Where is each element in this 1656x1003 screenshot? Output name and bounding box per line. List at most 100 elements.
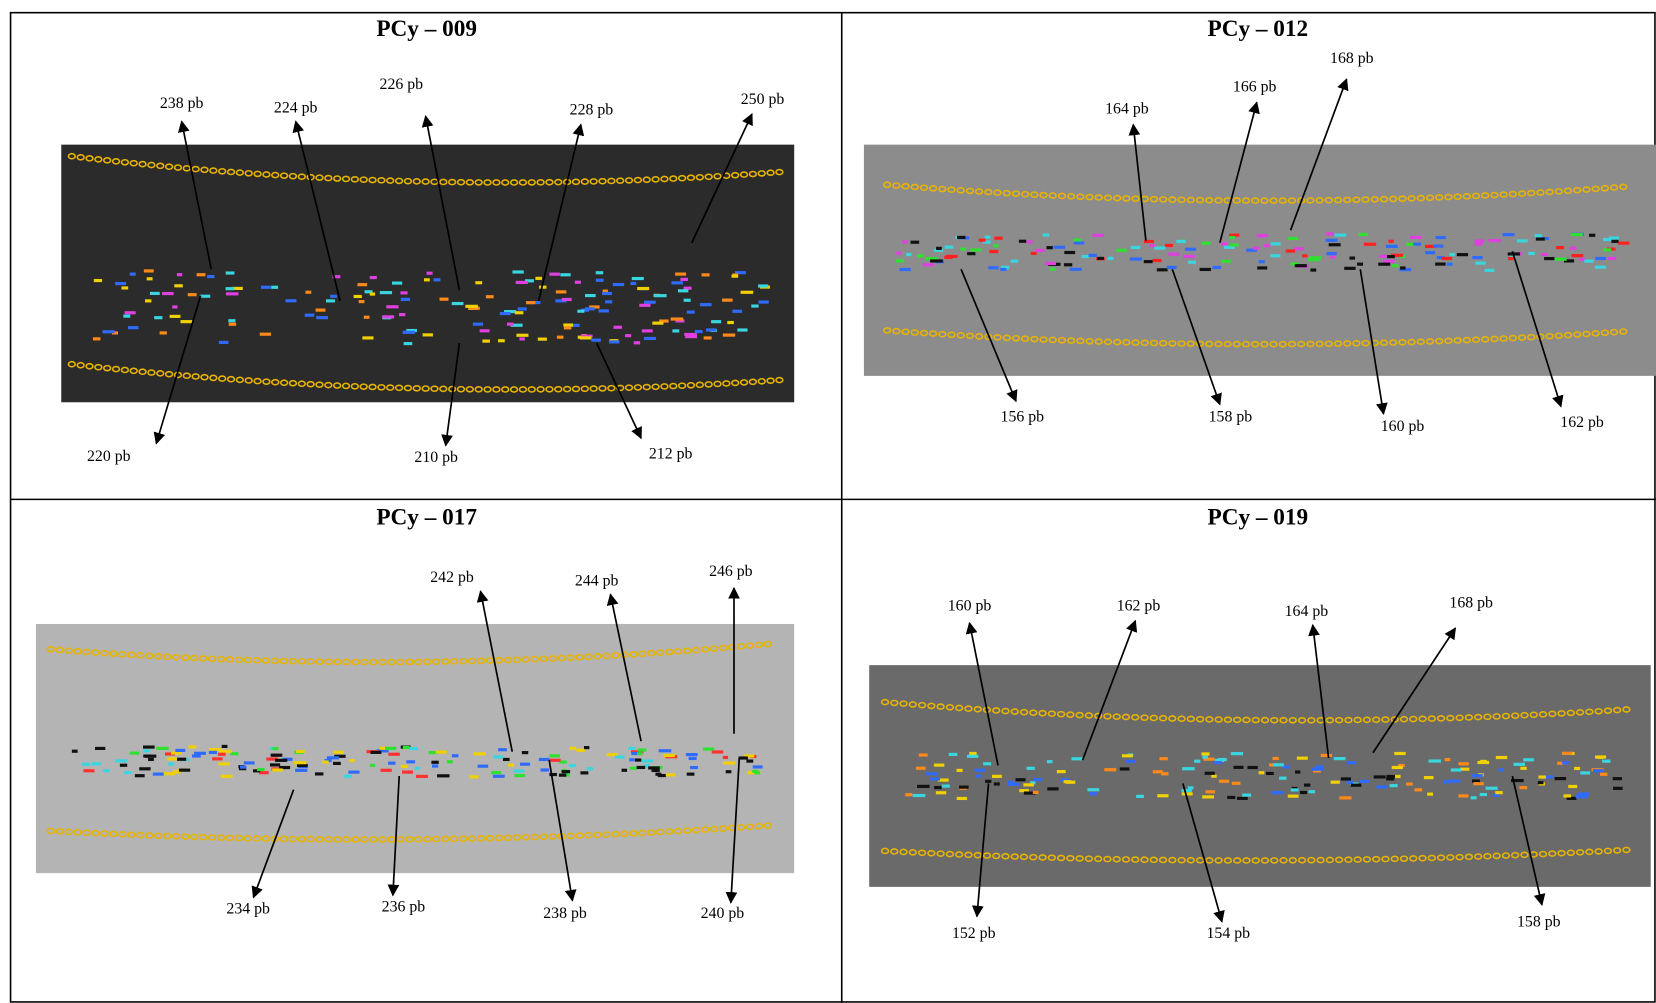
allele-peak — [1182, 767, 1195, 771]
ladder-peak — [55, 828, 64, 835]
allele-peak — [1205, 790, 1216, 794]
ladder-peak — [465, 385, 475, 393]
ladder-peak — [1573, 186, 1582, 194]
ladder-peak — [1241, 340, 1251, 348]
ladder-peak — [218, 375, 227, 382]
allele-peak — [513, 769, 525, 773]
arrow — [1511, 775, 1546, 906]
ladder-peak — [1002, 189, 1011, 197]
allele-peak — [1544, 257, 1555, 261]
ladder-peak — [189, 833, 199, 841]
ladder-peak — [262, 378, 271, 385]
allele-peak — [1159, 757, 1168, 761]
ladder-peak — [147, 369, 156, 376]
allele-peak — [435, 750, 447, 754]
ladder-peak — [695, 173, 704, 181]
ladder-peak — [945, 850, 955, 858]
ladder-peak — [1471, 336, 1481, 344]
allele-peak — [176, 273, 183, 277]
allele-peak — [699, 303, 712, 307]
allele-peak — [978, 238, 986, 242]
ladder-peak — [1251, 716, 1260, 724]
allele-peak — [514, 773, 526, 778]
ladder-peak — [324, 174, 333, 182]
allele-peak — [1427, 792, 1434, 796]
ladder-peak — [993, 189, 1002, 196]
allele-peak — [491, 771, 502, 775]
allele-peak — [1097, 256, 1104, 260]
allele-peak — [1449, 252, 1455, 257]
allele-peak — [1592, 769, 1604, 773]
ladder-peak — [512, 656, 521, 664]
ladder-peak — [1103, 712, 1112, 720]
allele-peak — [752, 765, 763, 769]
allele-peak — [734, 271, 746, 275]
ladder-peak — [394, 177, 404, 185]
allele-peak — [993, 244, 999, 248]
allele-peak — [621, 768, 628, 772]
ladder-peak — [1113, 338, 1122, 346]
allele-peak — [1538, 775, 1546, 779]
ladder-peak — [607, 384, 616, 392]
ladder-peak — [164, 370, 174, 378]
size-label: 220 pb — [87, 448, 131, 465]
allele-peak — [727, 320, 734, 325]
ladder-peak — [1159, 339, 1168, 347]
allele-peak — [1242, 793, 1252, 797]
ladder-peak — [1381, 855, 1390, 863]
ladder-peak — [485, 657, 495, 664]
ladder-peak — [1122, 195, 1131, 202]
allele-peak — [1227, 795, 1236, 800]
ladder-peak — [1557, 710, 1566, 717]
allele-peak — [400, 297, 411, 301]
ladder-peak — [1499, 191, 1508, 198]
allele-peak — [1229, 235, 1236, 240]
ladder-peak — [503, 834, 513, 842]
ladder-peak — [974, 333, 984, 340]
arrow — [153, 295, 202, 445]
ladder-peak — [917, 849, 927, 857]
ladder-peak — [1527, 189, 1536, 197]
allele-peak — [187, 293, 197, 297]
allele-peak — [993, 782, 1000, 786]
ladder-peak — [127, 831, 136, 839]
ladder-peak — [1094, 855, 1103, 863]
ladder-peak — [1511, 712, 1520, 719]
ladder-peak — [1168, 196, 1177, 203]
allele-peak — [91, 762, 102, 766]
ladder-peak — [253, 170, 262, 178]
ladder-peak — [1010, 853, 1019, 860]
ladder-peak — [1260, 340, 1269, 348]
ladder-peak — [910, 183, 919, 191]
allele-peak — [498, 339, 505, 343]
ladder-peak — [73, 647, 82, 655]
allele-peak — [960, 247, 967, 251]
ladder-peak — [120, 366, 130, 374]
allele-peak — [517, 307, 527, 311]
allele-peak — [228, 319, 236, 323]
arrow — [595, 342, 642, 440]
ladder-peak — [956, 186, 965, 194]
allele-peak — [1307, 258, 1320, 262]
ladder-peak — [216, 834, 226, 842]
ladder-peak — [207, 655, 217, 663]
ladder-peak — [396, 658, 405, 666]
size-label: 162 pb — [1560, 414, 1604, 431]
ladder-peak — [1177, 715, 1186, 723]
allele-peak — [1149, 243, 1156, 248]
ladder-peak — [430, 385, 439, 393]
allele-peak — [119, 763, 128, 767]
allele-peak — [722, 755, 729, 760]
allele-peak — [121, 286, 129, 290]
allele-peak — [652, 321, 664, 325]
allele-peak — [1495, 791, 1503, 795]
allele-peak — [556, 335, 564, 339]
ladder-peak — [209, 374, 218, 382]
allele-peak — [956, 796, 968, 801]
ladder-peak — [718, 825, 728, 832]
ladder-peak — [691, 826, 701, 834]
ladder-peak — [253, 377, 262, 385]
allele-peak — [1164, 243, 1174, 248]
ladder-peak — [297, 658, 306, 665]
allele-peak — [1450, 768, 1462, 772]
